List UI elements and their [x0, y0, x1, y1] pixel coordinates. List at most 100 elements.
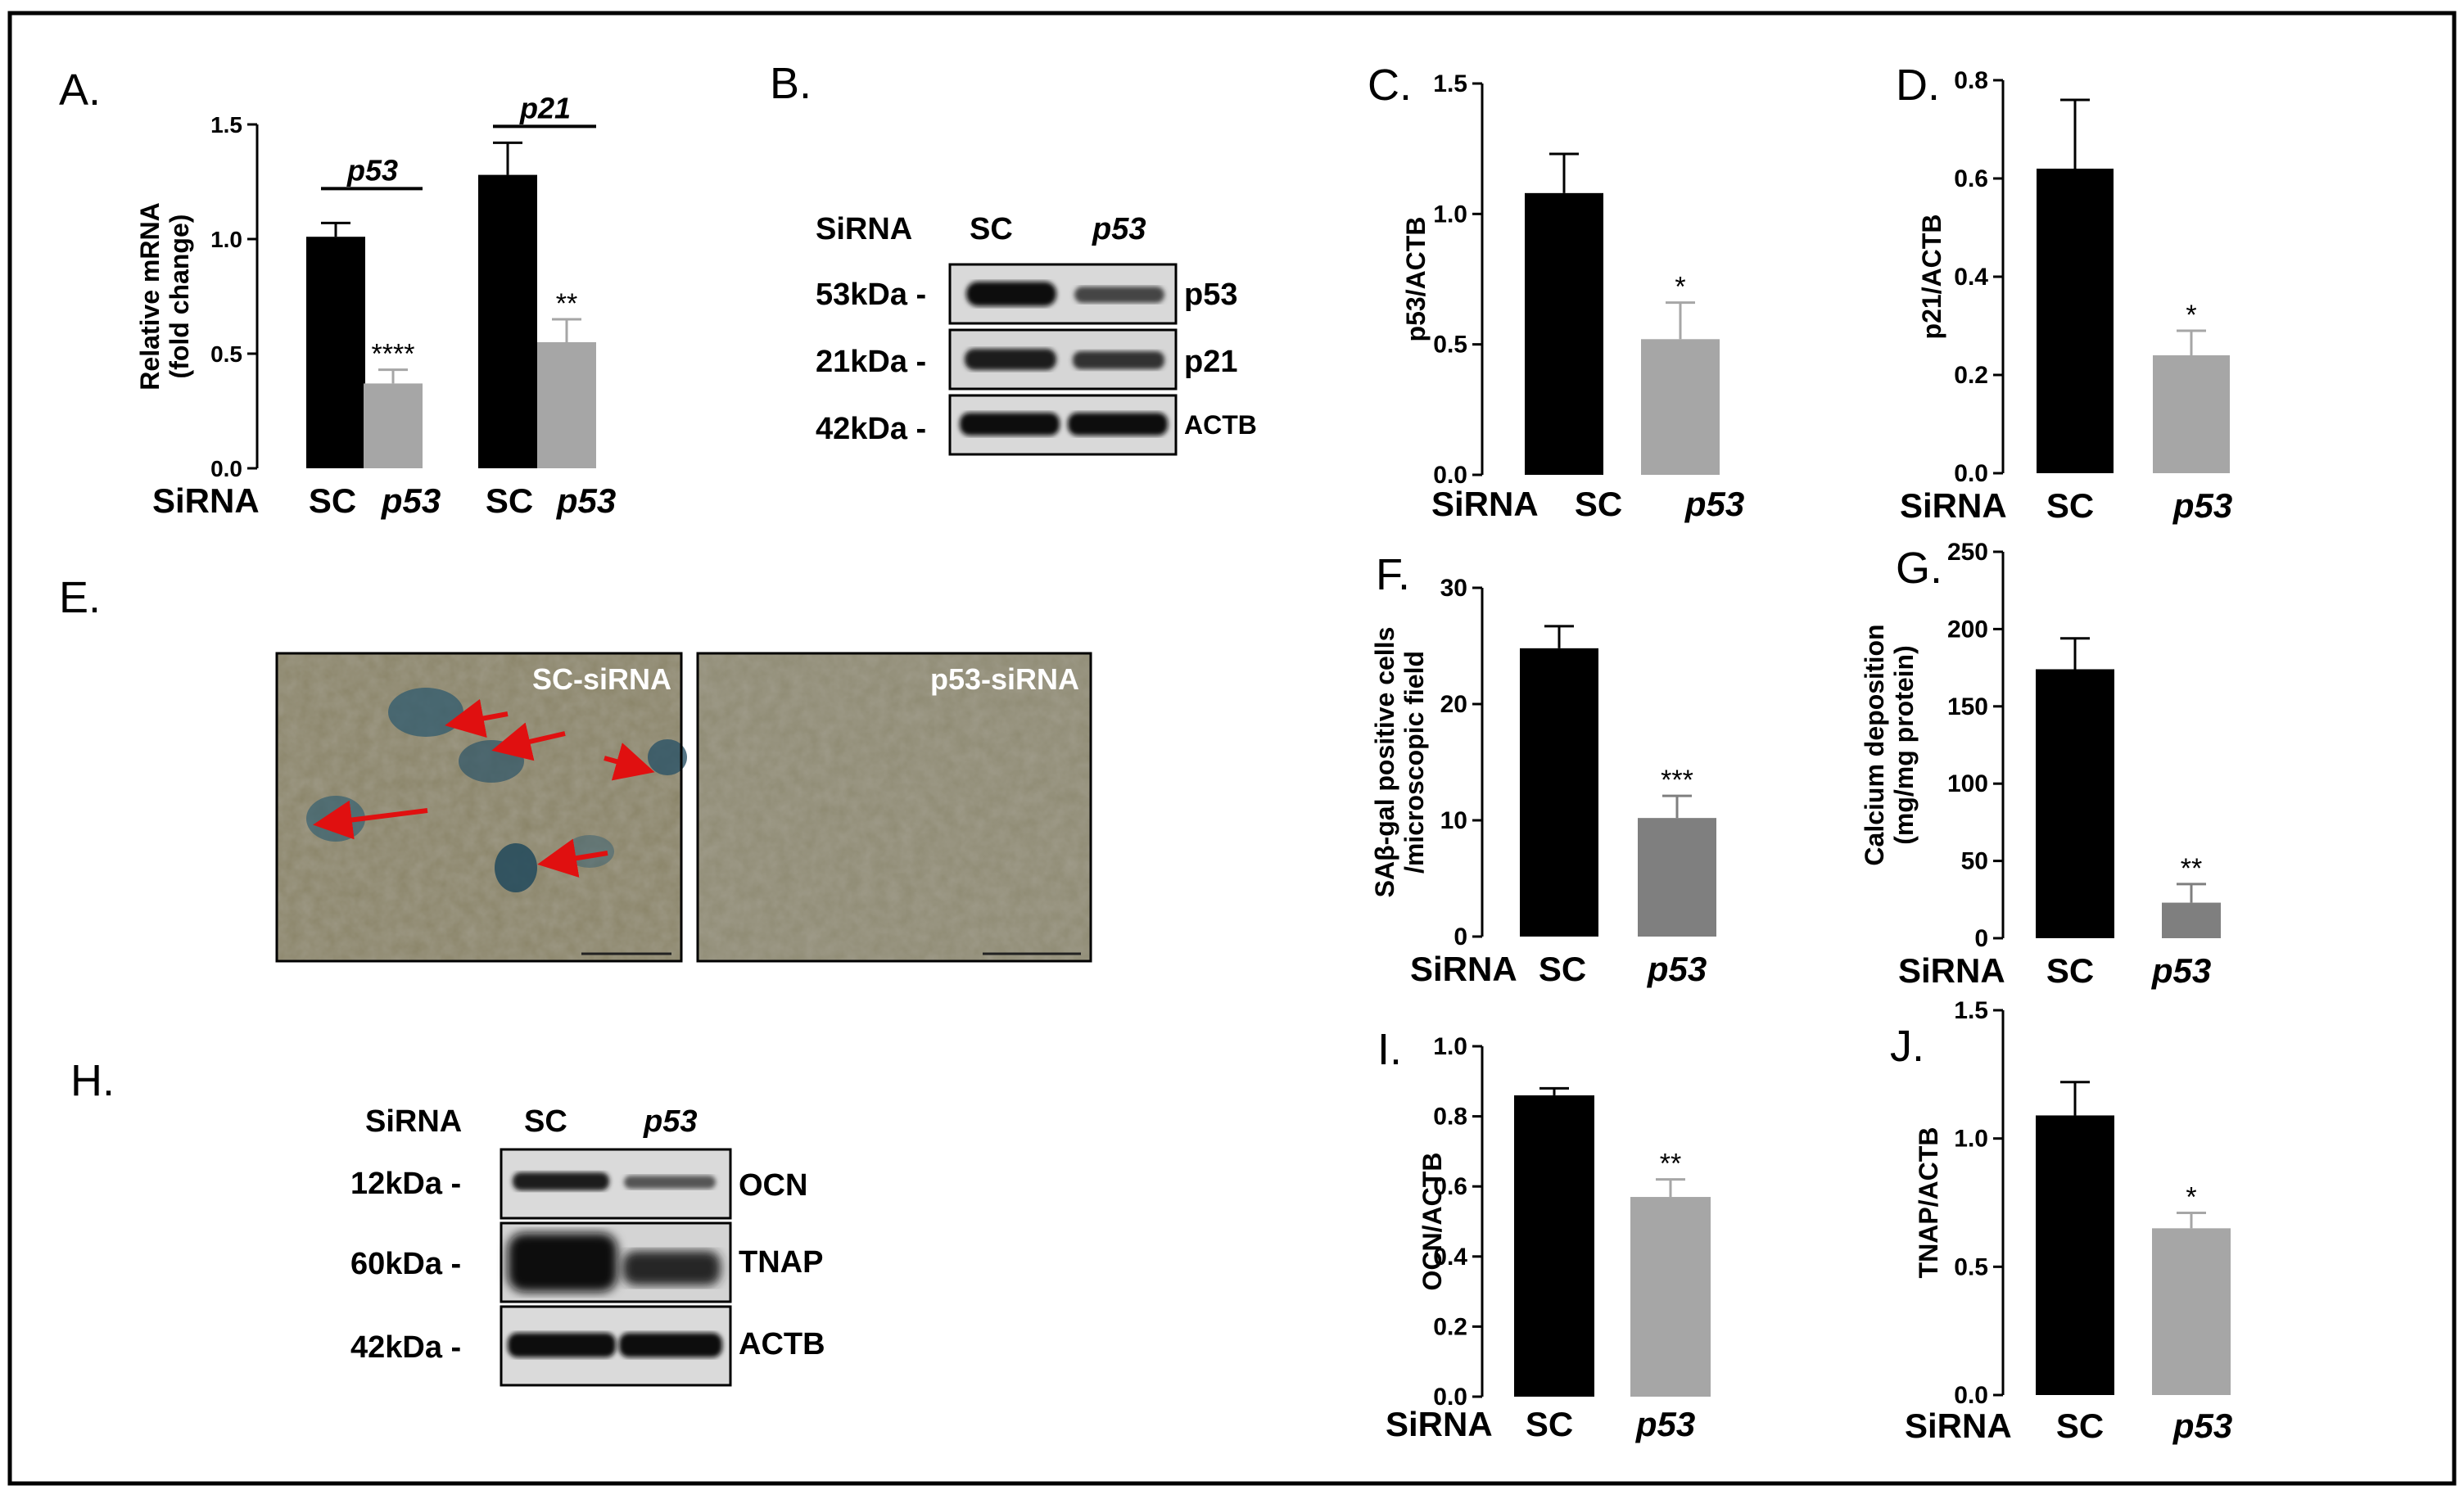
- micrograph-sc-stain: [648, 739, 687, 775]
- blot-h-band-actb-p53: [619, 1333, 722, 1357]
- chart-J-y-axis-label: TNAP/ACTB: [1914, 1127, 1943, 1279]
- blot-h-header-p53: p53: [643, 1104, 697, 1139]
- chart-C-y-axis-label: p53/ACTB: [1401, 217, 1431, 342]
- chart-J-y-tick-label: 1.0: [1954, 1126, 1988, 1153]
- chart-F-category-label: SC: [1539, 950, 1586, 988]
- chart-D-y-tick-label: 0.2: [1954, 362, 1988, 389]
- chart-I-y-tick-label: 0.2: [1433, 1313, 1467, 1340]
- blot-h-protein-tnap: TNAP: [739, 1245, 823, 1280]
- blot-h-kda-3: 42kDa -: [350, 1330, 461, 1365]
- chart-D-y-tick-label: 0.8: [1954, 67, 1988, 94]
- chart-G-y-tick-label: 0: [1974, 925, 1988, 952]
- micrograph-p53-texture: [698, 653, 1091, 961]
- chart-A-sirna-label: SiRNA: [152, 481, 260, 520]
- chart-F-y-axis-label: SAβ-gal positive cells/microscopic field: [1370, 627, 1429, 898]
- panel-letter-j: J.: [1890, 1022, 1924, 1071]
- chart-A-y-tick-label: 0.5: [210, 341, 242, 367]
- chart-I-y-tick-label: 0.0: [1433, 1384, 1467, 1411]
- blot-b-band-p53-sc: [966, 282, 1056, 306]
- chart-G-y-axis-label: Calcium deposition(mg/mg protein): [1860, 624, 1919, 865]
- chart-A-significance-label: ****: [372, 339, 415, 370]
- chart-J-y-tick-label: 0.0: [1954, 1382, 1988, 1409]
- blot-h-band-actb-sc: [508, 1333, 616, 1357]
- chart-i: 0.0 0.2 0.4 0.6 0.8 1.0 OCN/ACTB ** SiRNA SC p53: [1386, 1033, 1711, 1443]
- micrograph-p53-label: p53-siRNA: [930, 662, 1079, 696]
- western-blot-b: SiRNA SC p53 53kDa - 21kDa - 42kDa - p53…: [816, 212, 1257, 456]
- chart-C-y-tick-label: 1.0: [1433, 201, 1467, 228]
- panel-letter-h: H.: [70, 1056, 115, 1105]
- chart-G-y-tick-label: 200: [1947, 616, 1988, 643]
- blot-b-band-p21-sc: [965, 349, 1056, 370]
- chart-D-bar: [2037, 169, 2114, 473]
- chart-A-category-label: SC: [486, 481, 533, 520]
- chart-a: 0.0 0.5 1.0 1.5 Relative mRNA(fold change) **…: [135, 91, 616, 520]
- blot-b-band-actb-p53: [1068, 413, 1168, 436]
- blot-b-band-actb-sc: [960, 413, 1060, 436]
- micrograph-sc-arrow: [313, 800, 428, 840]
- chart-D-y-axis-label: p21/ACTB: [1917, 214, 1946, 340]
- panel-letter-i: I.: [1377, 1025, 1402, 1074]
- chart-A-category-label: SC: [309, 481, 356, 520]
- blot-b-sirna-label: SiRNA: [816, 212, 912, 246]
- blot-h-kda-1: 12kDa -: [350, 1167, 461, 1201]
- chart-G-y-axis-label-line: Calcium deposition: [1860, 624, 1889, 865]
- chart-J-significance-label: *: [2186, 1182, 2196, 1213]
- chart-C-bar: [1641, 339, 1720, 475]
- panel-letter-g: G.: [1896, 544, 1942, 593]
- chart-J-category-label: SC: [2056, 1406, 2104, 1445]
- chart-C-category-label: SC: [1575, 485, 1622, 523]
- chart-A-y-tick-label: 1.5: [210, 112, 242, 138]
- chart-D-category-label: SC: [2046, 486, 2094, 525]
- blot-b-kda-1: 53kDa -: [816, 278, 926, 312]
- chart-A-bar: [306, 237, 365, 468]
- micrograph-sc-arrow: [537, 838, 608, 878]
- chart-D-significance-label: *: [2186, 300, 2196, 331]
- chart-J-y-axis-label-line: TNAP/ACTB: [1914, 1127, 1943, 1279]
- chart-G-y-tick-label: 250: [1947, 539, 1988, 566]
- blot-b-header-sc: SC: [970, 212, 1013, 246]
- chart-A-group-label: p53: [346, 153, 398, 187]
- chart-F-y-tick-label: 30: [1440, 575, 1467, 602]
- chart-I-category-label: p53: [1635, 1405, 1695, 1443]
- chart-A-y-tick-label: 1.0: [210, 227, 242, 252]
- chart-J-y-tick-label: 0.5: [1954, 1253, 1988, 1280]
- blot-h-kda-2: 60kDa -: [350, 1247, 461, 1281]
- chart-G-significance-label: **: [2181, 853, 2202, 884]
- chart-C-significance-label: *: [1675, 272, 1685, 303]
- chart-A-y-tick-label: 0.0: [210, 456, 242, 481]
- chart-C-bar: [1525, 192, 1603, 475]
- chart-J-y-tick-label: 1.5: [1954, 997, 1988, 1024]
- chart-I-y-axis-label-line: OCN/ACTB: [1417, 1153, 1447, 1291]
- panel-letter-d: D.: [1896, 61, 1940, 110]
- chart-D-y-axis-label-line: p21/ACTB: [1917, 214, 1946, 340]
- blot-b-band-p21-p53: [1073, 351, 1164, 369]
- chart-J-bar: [2036, 1115, 2114, 1395]
- chart-I-bar: [1630, 1197, 1711, 1397]
- blot-b-protein-p53: p53: [1184, 278, 1237, 312]
- chart-D-y-tick-label: 0.6: [1954, 165, 1988, 192]
- micrograph-sc-arrow: [445, 698, 509, 738]
- panel-letter-b: B.: [770, 59, 812, 108]
- blot-h-band-ocn-p53: [624, 1176, 716, 1189]
- chart-I-y-tick-label: 1.0: [1433, 1033, 1467, 1060]
- chart-d: 0.0 0.2 0.4 0.6 0.8 p21/ACTB * SiRNA SC p53: [1900, 67, 2232, 525]
- chart-C-y-tick-label: 0.5: [1433, 332, 1467, 359]
- panel-letter-f: F.: [1376, 550, 1410, 599]
- chart-I-sirna-label: SiRNA: [1386, 1405, 1493, 1443]
- chart-F-y-tick-label: 10: [1440, 807, 1467, 834]
- chart-I-y-tick-label: 0.4: [1433, 1244, 1467, 1271]
- chart-G-y-tick-label: 100: [1947, 770, 1988, 797]
- chart-I-category-label: SC: [1526, 1405, 1573, 1443]
- chart-F-sirna-label: SiRNA: [1410, 950, 1517, 988]
- chart-A-significance-label: **: [556, 288, 577, 319]
- chart-F-y-tick-label: 20: [1440, 691, 1467, 718]
- chart-A-y-axis-label-line: Relative mRNA: [135, 202, 165, 390]
- chart-F-y-tick-label: 0: [1454, 923, 1467, 950]
- micrograph-sc: SC-siRNA: [275, 652, 687, 963]
- blot-b-protein-actb: ACTB: [1184, 410, 1257, 440]
- chart-I-significance-label: **: [1660, 1149, 1681, 1180]
- chart-D-category-label: p53: [2172, 486, 2232, 525]
- blot-h-header-sc: SC: [524, 1104, 567, 1139]
- chart-G-bar: [2162, 902, 2221, 938]
